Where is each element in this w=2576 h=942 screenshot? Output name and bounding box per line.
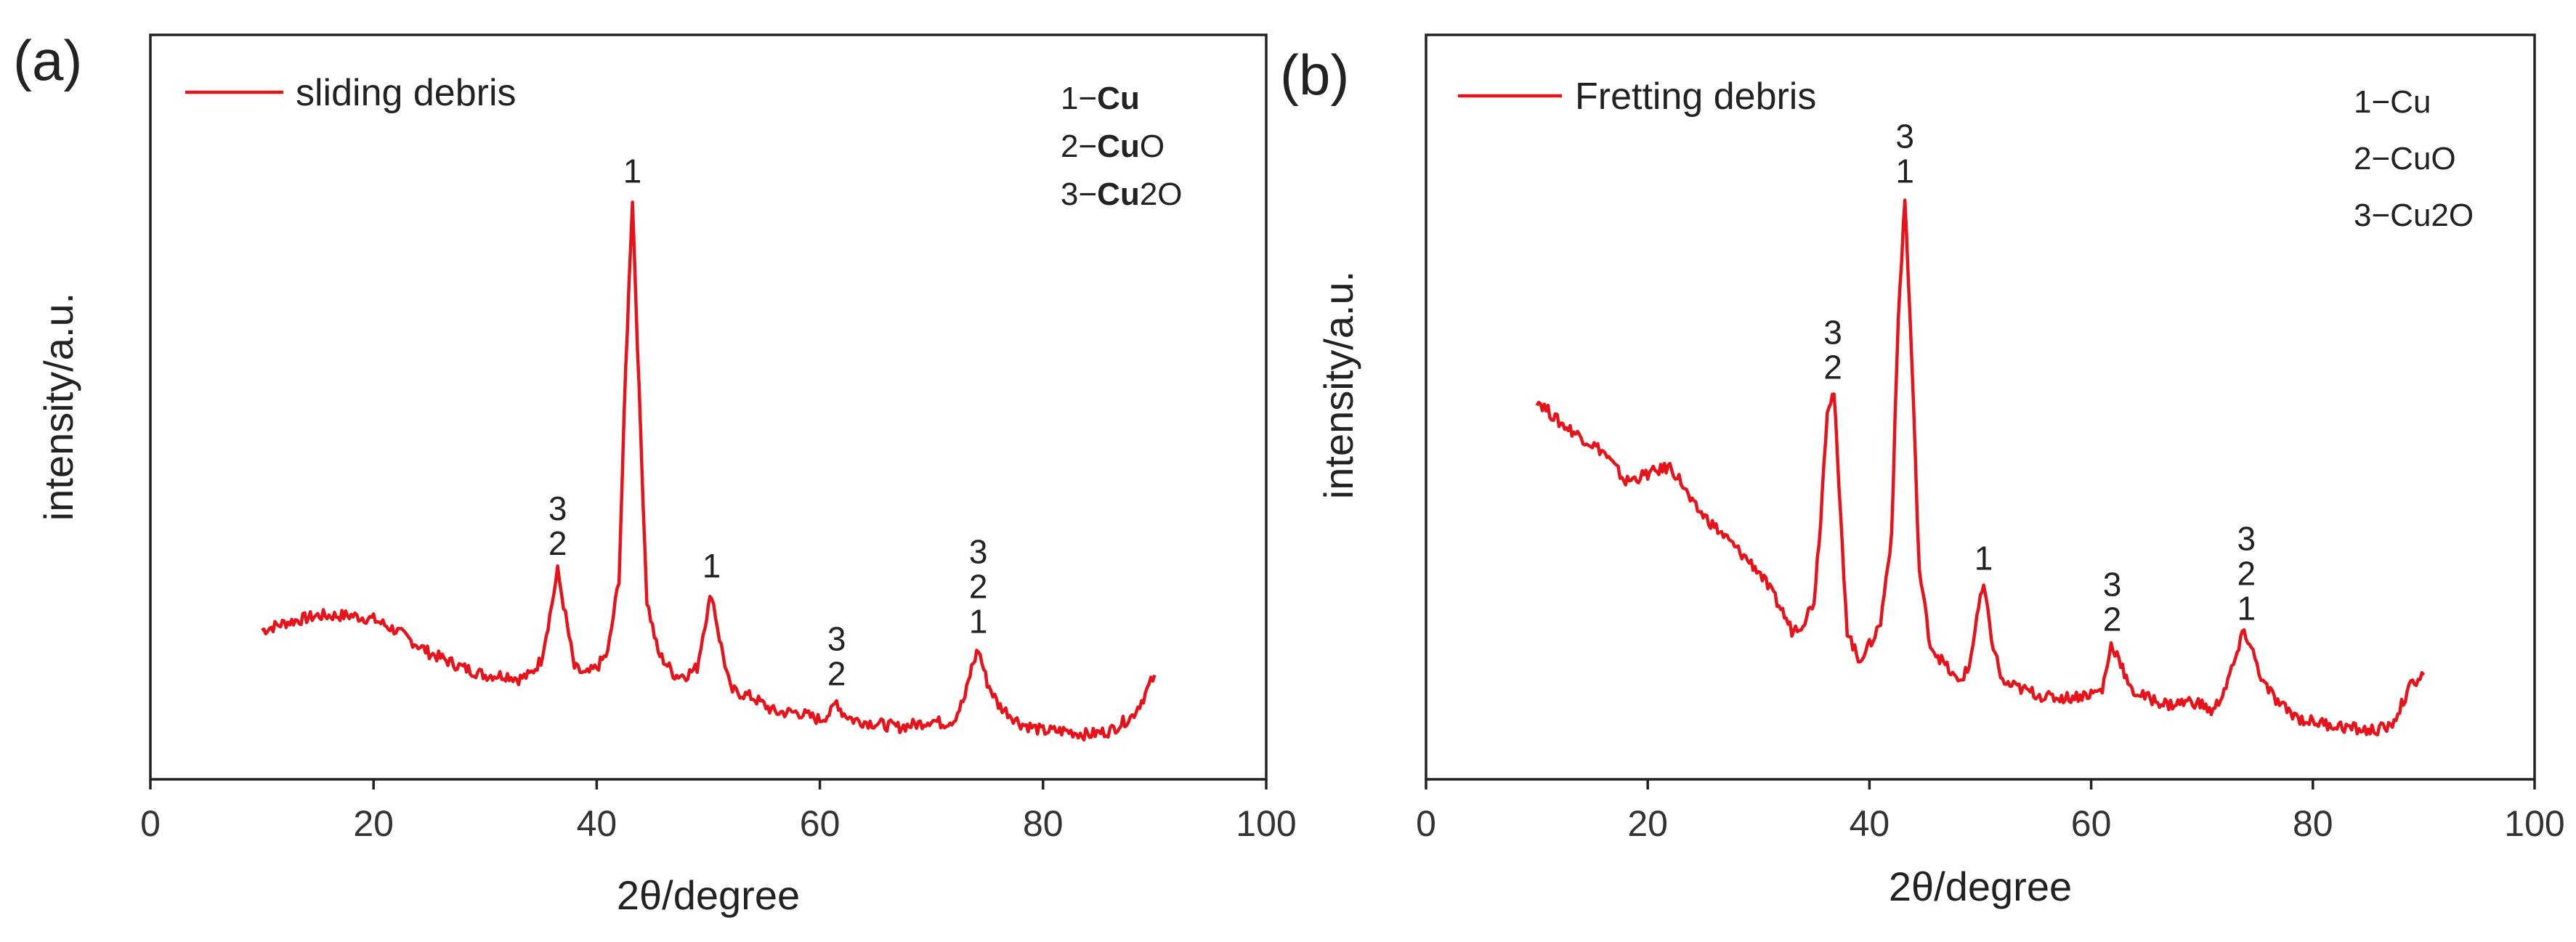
key-entry: 3−Cu2O [2354, 198, 2474, 233]
x-tick-label: 20 [1627, 803, 1668, 844]
peak-label: 1 [969, 603, 988, 641]
peak-label: 3 [548, 490, 567, 527]
key-entry-element: Cu [2390, 84, 2431, 120]
peak-label: 2 [548, 524, 567, 562]
y-axis-label: intensity/a.u. [36, 293, 81, 521]
panel-label: (a) [13, 28, 82, 92]
peak-label: 1 [623, 153, 642, 190]
x-tick-label: 20 [353, 803, 394, 844]
peak-label: 3 [1823, 313, 1842, 351]
peak-label: 1 [702, 547, 721, 585]
series-line-fretting-debris [1535, 198, 2426, 736]
key-entry-suffix: O [1140, 129, 1165, 164]
key-entry-element: Cu [2390, 141, 2431, 176]
x-tick-label: 60 [800, 803, 841, 844]
peak-label: 3 [2237, 520, 2256, 558]
x-tick-label: 80 [2293, 803, 2333, 844]
x-ticks [1425, 779, 2536, 789]
key-entry: 3−Cu2O [1061, 176, 1183, 212]
x-tick-label: 40 [577, 803, 617, 844]
key-entry-suffix: 2O [1140, 176, 1183, 212]
x-tick-label: 40 [1850, 803, 1890, 844]
peak-label: 2 [827, 654, 846, 692]
key-entry-element: Cu [1097, 129, 1140, 164]
peak-label: 3 [2103, 566, 2122, 604]
series-line-sliding-debris [261, 200, 1157, 742]
legend-label: Fretting debris [1575, 76, 1816, 118]
x-tick-label: 60 [2071, 803, 2112, 844]
x-tick-label: 100 [2504, 803, 2564, 844]
key-entry-suffix: O [2431, 141, 2455, 176]
peak-label: 2 [969, 568, 988, 606]
legend: Fretting debris [1458, 76, 1816, 118]
peak-label: 3 [1895, 118, 1914, 155]
peak-label: 2 [2237, 555, 2256, 593]
x-axis-label: 2θ/degree [1889, 864, 2072, 909]
x-tick-label: 80 [1023, 803, 1064, 844]
peak-label: 1 [2237, 590, 2256, 628]
key-entry-element: Cu [1097, 176, 1140, 212]
key-entry-number: 3− [2354, 198, 2390, 233]
legend-label: sliding debris [296, 72, 517, 114]
key-entry-number: 3− [1061, 176, 1097, 212]
legend: sliding debris [185, 72, 517, 114]
key-entry-element: Cu [2390, 198, 2431, 233]
peak-label: 2 [2103, 601, 2122, 638]
x-ticks [149, 779, 1268, 789]
x-tick-label: 100 [1236, 803, 1296, 844]
panel-a: (a) 0 20 40 60 80 100 2θ/degree intensity/a.u… [13, 28, 1297, 918]
key-entry-number: 1− [2354, 84, 2390, 120]
key-entry-suffix: 2O [2431, 198, 2474, 233]
y-axis-label: intensity/a.u. [1316, 271, 1361, 499]
x-tick-labels: 0 20 40 60 80 100 [140, 803, 1297, 844]
x-tick-label: 0 [140, 803, 161, 844]
panel-b: (b) 0 20 40 60 80 100 2θ/degree intensity/a.u… [1280, 33, 2565, 909]
key-entry: 2−CuO [1061, 129, 1165, 164]
peak-label: 1 [1895, 153, 1914, 190]
key-entry: 2−CuO [2354, 141, 2456, 176]
key-entry-number: 2− [2354, 141, 2390, 176]
peak-label: 2 [1823, 348, 1842, 386]
peak-label: 3 [969, 533, 988, 571]
x-tick-label: 0 [1416, 803, 1436, 844]
key-entry: 1−Cu [1061, 81, 1140, 116]
plot-frame [149, 33, 1268, 781]
key-entry-number: 2− [1061, 129, 1097, 164]
peak-label: 3 [827, 620, 846, 657]
panel-label: (b) [1280, 43, 1349, 107]
key-entry-number: 1− [1061, 81, 1097, 116]
peak-label: 1 [1974, 540, 1993, 577]
key-entry: 1−Cu [2354, 84, 2431, 120]
plot-frame [1425, 33, 2536, 781]
key-entry-element: Cu [1097, 81, 1140, 116]
x-tick-labels: 0 20 40 60 80 100 [1416, 803, 2565, 844]
x-axis-label: 2θ/degree [617, 872, 800, 918]
